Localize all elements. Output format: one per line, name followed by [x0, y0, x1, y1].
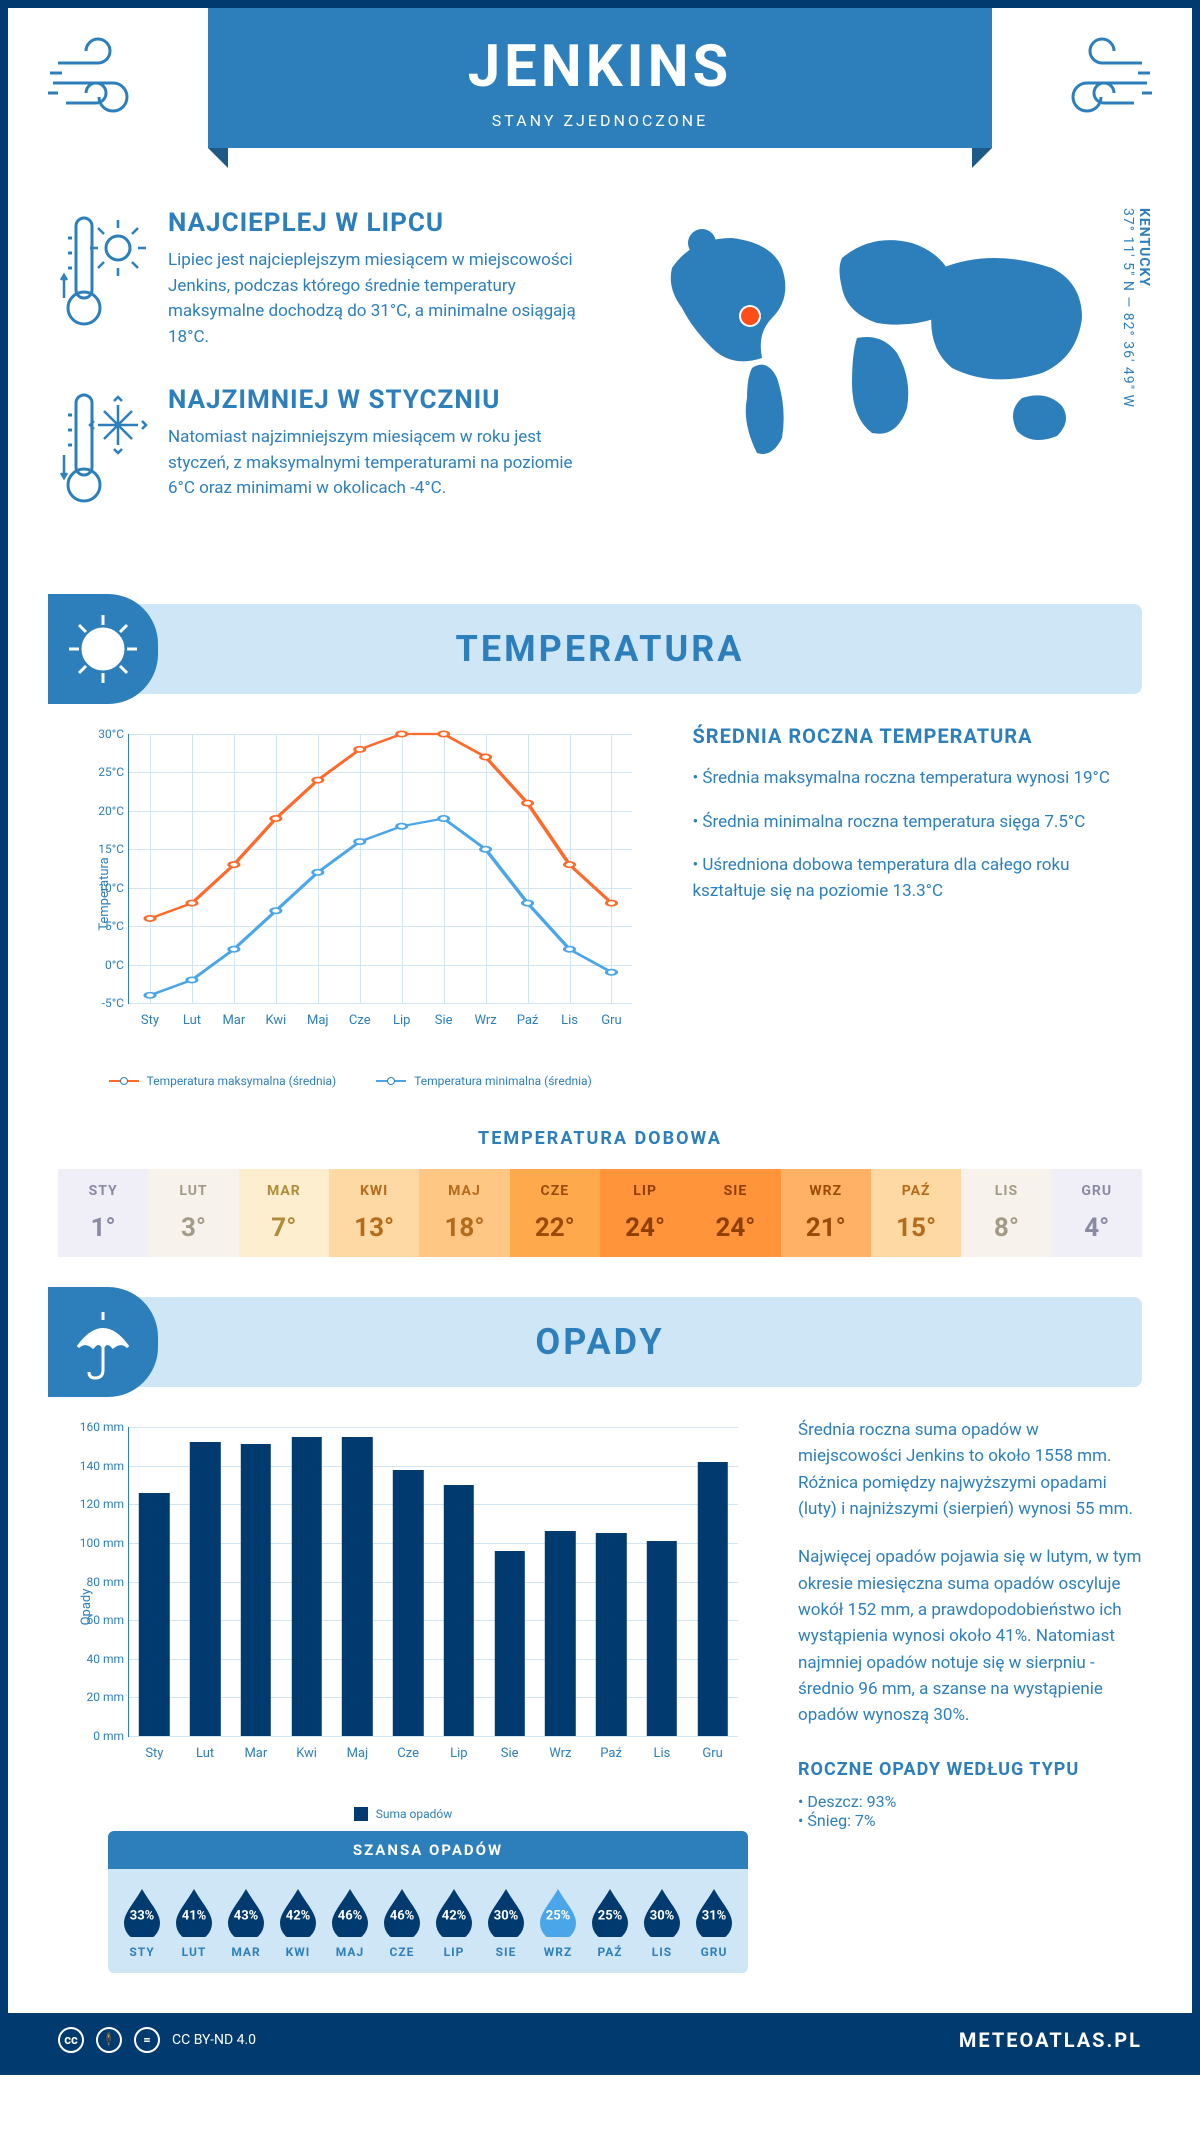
- daily-temp-cell: MAJ18°: [419, 1169, 509, 1257]
- chance-cell: 46%MAJ: [324, 1887, 376, 1959]
- coldest-text: Natomiast najzimniejszym miesiącem w rok…: [168, 425, 588, 502]
- summary-title: ŚREDNIA ROCZNA TEMPERATURA: [692, 724, 1142, 748]
- info-row: NAJCIEPLEJ W LIPCU Lipiec jest najcieple…: [8, 178, 1192, 584]
- daily-temp-cell: MAR7°: [239, 1169, 329, 1257]
- type-bullet: • Śnieg: 7%: [798, 1811, 1142, 1830]
- daily-temp-cell: LUT3°: [148, 1169, 238, 1257]
- header: JENKINS STANY ZJEDNOCZONE: [8, 8, 1192, 178]
- location-marker-icon: [741, 307, 759, 325]
- page: JENKINS STANY ZJEDNOCZONE: [0, 0, 1200, 2075]
- summary-bullet: • Średnia minimalna roczna temperatura s…: [692, 810, 1142, 836]
- coordinates: KENTUCKY37° 11' 5" N — 82° 36' 49" W: [1120, 208, 1152, 408]
- precip-para: Najwięcej opadów pojawia się w lutym, w …: [798, 1544, 1142, 1728]
- chance-cell: 25%WRZ: [532, 1887, 584, 1959]
- daily-temp-title: TEMPERATURA DOBOWA: [8, 1128, 1192, 1149]
- thermometer-hot-icon: [58, 208, 148, 350]
- country-subtitle: STANY ZJEDNOCZONE: [208, 111, 992, 130]
- coldest-card: NAJZIMNIEJ W STYCZNIU Natomiast najzimni…: [58, 385, 602, 519]
- precipitation-summary: Średnia roczna suma opadów w miejscowośc…: [798, 1417, 1142, 1973]
- daily-temp-cell: STY1°: [58, 1169, 148, 1257]
- type-bullet: • Deszcz: 93%: [798, 1792, 1142, 1811]
- world-map: KENTUCKY37° 11' 5" N — 82° 36' 49" W: [642, 208, 1142, 554]
- daily-temp-cell: LIP24°: [600, 1169, 690, 1257]
- footer: cc 🕴 = CC BY-ND 4.0 METEOATLAS.PL: [8, 2013, 1192, 2067]
- chance-cell: 41%LUT: [168, 1887, 220, 1959]
- coldest-title: NAJZIMNIEJ W STYCZNIU: [168, 385, 588, 415]
- chance-cell: 31%GRU: [688, 1887, 740, 1959]
- sun-icon: [48, 594, 158, 704]
- cc-icon: cc: [58, 2027, 84, 2053]
- precip-type-title: ROCZNE OPADY WEDŁUG TYPU: [798, 1759, 1142, 1780]
- precipitation-bar-chart: Opady 0 mm20 mm40 mm60 mm80 mm100 mm120 …: [58, 1417, 748, 1797]
- city-title: JENKINS: [208, 33, 992, 101]
- temperature-summary: ŚREDNIA ROCZNA TEMPERATURA • Średnia mak…: [692, 724, 1142, 1088]
- chance-cell: 30%SIE: [480, 1887, 532, 1959]
- wind-icon: [48, 33, 168, 127]
- daily-temp-cell: KWI13°: [329, 1169, 419, 1257]
- chance-cell: 25%PAŹ: [584, 1887, 636, 1959]
- chance-title: SZANSA OPADÓW: [108, 1831, 748, 1869]
- daily-temp-cell: WRZ21°: [781, 1169, 871, 1257]
- thermometer-cold-icon: [58, 385, 148, 519]
- hottest-title: NAJCIEPLEJ W LIPCU: [168, 208, 588, 238]
- daily-temp-cell: GRU4°: [1052, 1169, 1142, 1257]
- precip-para: Średnia roczna suma opadów w miejscowośc…: [798, 1417, 1142, 1522]
- temperature-line-chart: Temperatura -5°C0°C5°C10°C15°C20°C25°C30…: [58, 724, 642, 1088]
- header-banner: JENKINS STANY ZJEDNOCZONE: [208, 8, 992, 148]
- temperature-section-header: TEMPERATURA: [58, 604, 1142, 694]
- chance-cell: 42%LIP: [428, 1887, 480, 1959]
- summary-bullet: • Średnia maksymalna roczna temperatura …: [692, 766, 1142, 792]
- summary-bullet: • Uśredniona dobowa temperatura dla całe…: [692, 853, 1142, 904]
- chance-cell: 33%STY: [116, 1887, 168, 1959]
- chance-cell: 46%CZE: [376, 1887, 428, 1959]
- daily-temp-cell: SIE24°: [690, 1169, 780, 1257]
- hottest-card: NAJCIEPLEJ W LIPCU Lipiec jest najcieple…: [58, 208, 602, 350]
- site-name: METEOATLAS.PL: [959, 2028, 1142, 2052]
- section-title: TEMPERATURA: [456, 628, 745, 670]
- chance-cell: 43%MAR: [220, 1887, 272, 1959]
- hottest-text: Lipiec jest najcieplejszym miesiącem w m…: [168, 248, 588, 350]
- daily-temp-cell: PAŹ15°: [871, 1169, 961, 1257]
- section-title: OPADY: [535, 1321, 664, 1363]
- chance-cell: 42%KWI: [272, 1887, 324, 1959]
- chart-legend: Suma opadów: [58, 1807, 748, 1821]
- chart-legend: Temperatura maksymalna (średnia) Tempera…: [58, 1074, 642, 1088]
- license-text: CC BY-ND 4.0: [172, 2032, 256, 2048]
- nd-icon: =: [134, 2027, 160, 2053]
- wind-icon: [1032, 33, 1152, 127]
- umbrella-icon: [48, 1287, 158, 1397]
- chance-cell: 30%LIS: [636, 1887, 688, 1959]
- precipitation-chance-box: SZANSA OPADÓW 33%STY41%LUT43%MAR42%KWI46…: [108, 1831, 748, 1973]
- daily-temp-table: STY1°LUT3°MAR7°KWI13°MAJ18°CZE22°LIP24°S…: [58, 1169, 1142, 1257]
- by-icon: 🕴: [96, 2027, 122, 2053]
- daily-temp-cell: CZE22°: [510, 1169, 600, 1257]
- precipitation-section-header: OPADY: [58, 1297, 1142, 1387]
- daily-temp-cell: LIS8°: [961, 1169, 1051, 1257]
